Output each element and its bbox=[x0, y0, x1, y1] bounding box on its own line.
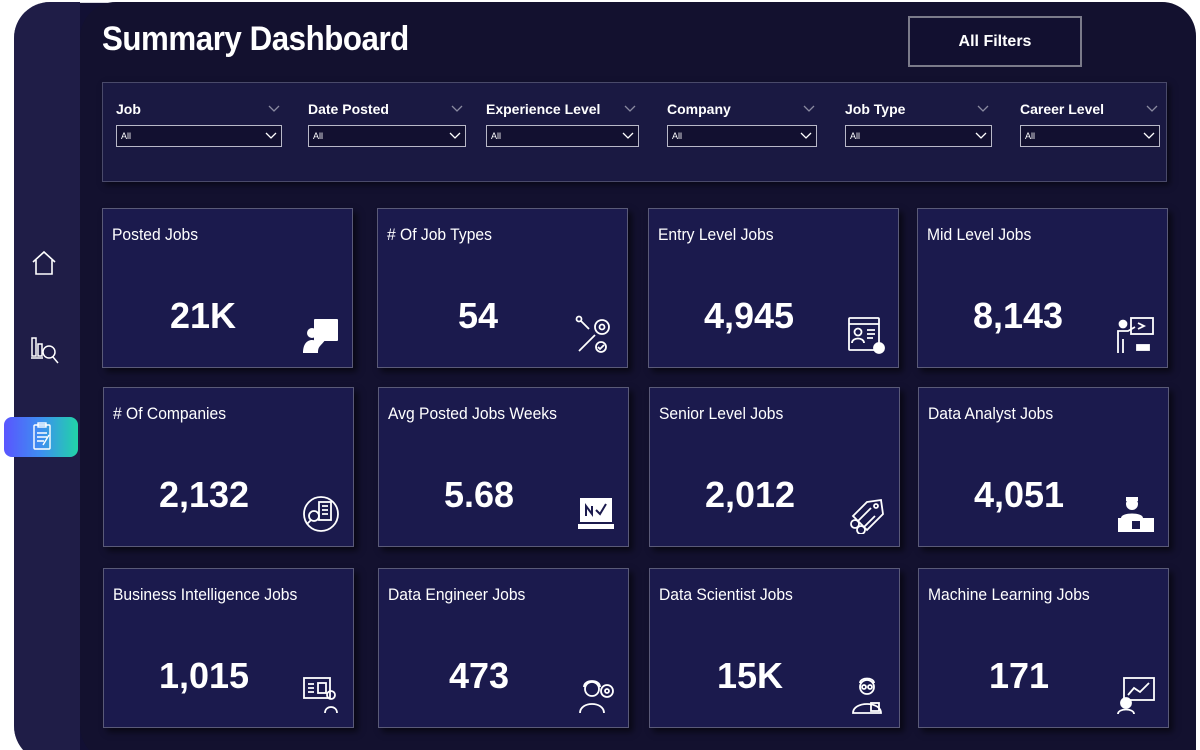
kpi-card-data-scientist: Data Scientist Jobs 15K bbox=[649, 568, 900, 728]
presentation-icon bbox=[303, 677, 338, 714]
select-value: All bbox=[850, 131, 861, 141]
job-type-select[interactable]: All bbox=[845, 125, 992, 147]
select-value: All bbox=[313, 131, 324, 141]
card-value: 171 bbox=[988, 655, 1050, 696]
chevron-down-icon bbox=[449, 132, 461, 139]
select-value: All bbox=[1025, 131, 1036, 141]
engineer-gear-icon bbox=[579, 680, 614, 714]
kpi-card-mid-level: Mid Level Jobs 8,143 bbox=[917, 208, 1168, 368]
filter-label: Career Level bbox=[1020, 101, 1105, 117]
card-value: 2,132 bbox=[158, 474, 250, 515]
card-title: Senior Level Jobs bbox=[659, 404, 784, 423]
filter-date-posted: Date Posted All bbox=[308, 83, 466, 163]
chevron-down-icon bbox=[975, 132, 987, 139]
scientist-icon bbox=[852, 677, 882, 714]
card-value: 54 bbox=[457, 295, 499, 336]
presenter-icon bbox=[303, 319, 338, 353]
card-title: Posted Jobs bbox=[112, 225, 199, 244]
card-value: 15K bbox=[716, 655, 784, 696]
gear-tools-icon bbox=[575, 315, 610, 353]
chevron-down-icon[interactable] bbox=[1146, 103, 1158, 113]
ml-chart-icon bbox=[1117, 677, 1155, 715]
chevron-down-icon[interactable] bbox=[803, 103, 815, 113]
chevron-down-icon bbox=[265, 132, 277, 139]
filter-label: Job Type bbox=[845, 101, 906, 117]
chevron-down-icon[interactable] bbox=[268, 103, 280, 113]
kpi-card-data-analyst: Data Analyst Jobs 4,051 bbox=[918, 387, 1169, 547]
kpi-card-senior-level: Senior Level Jobs 2,012 bbox=[649, 387, 900, 547]
select-value: All bbox=[121, 131, 132, 141]
chevron-down-icon bbox=[1143, 132, 1155, 139]
career-level-select[interactable]: All bbox=[1020, 125, 1160, 147]
kpi-card-avg-posted-weeks: Avg Posted Jobs Weeks 5.68 bbox=[378, 387, 629, 547]
chevron-down-icon bbox=[800, 132, 812, 139]
card-title: Mid Level Jobs bbox=[927, 225, 1032, 244]
filter-job: Job All bbox=[116, 83, 282, 163]
report-icon bbox=[33, 422, 51, 450]
card-value: 2,012 bbox=[704, 474, 796, 515]
kpi-card-job-types: # Of Job Types 54 bbox=[377, 208, 628, 368]
card-value: 21K bbox=[169, 295, 237, 336]
analytics-icon[interactable] bbox=[29, 332, 59, 364]
chevron-down-icon[interactable] bbox=[624, 103, 636, 113]
kpi-card-machine-learning: Machine Learning Jobs 171 bbox=[918, 568, 1169, 728]
kpi-card-data-engineer: Data Engineer Jobs 473 bbox=[378, 568, 629, 728]
card-title: Machine Learning Jobs bbox=[928, 585, 1090, 604]
filter-label: Company bbox=[667, 101, 731, 117]
card-title: Entry Level Jobs bbox=[658, 225, 774, 244]
laptop-chart-icon bbox=[578, 498, 614, 529]
card-value: 8,143 bbox=[972, 295, 1064, 336]
job-select[interactable]: All bbox=[116, 125, 282, 147]
filter-panel: Job All Date Posted All Experience Level… bbox=[102, 82, 1167, 182]
teacher-board-icon bbox=[1117, 317, 1154, 353]
filter-career-level: Career Level All bbox=[1020, 83, 1160, 163]
filter-experience-level: Experience Level All bbox=[486, 83, 639, 163]
card-value: 4,051 bbox=[973, 474, 1065, 515]
sidebar bbox=[14, 2, 80, 750]
kpi-card-entry-level: Entry Level Jobs 4,945 bbox=[648, 208, 899, 368]
company-select[interactable]: All bbox=[667, 125, 817, 147]
kpi-card-business-intelligence: Business Intelligence Jobs 1,015 bbox=[103, 568, 354, 728]
kpi-card-companies: # Of Companies 2,132 bbox=[103, 387, 354, 547]
kpi-card-posted-jobs: Posted Jobs 21K bbox=[102, 208, 353, 368]
resume-icon bbox=[848, 317, 885, 354]
all-filters-button[interactable]: All Filters bbox=[908, 16, 1082, 67]
date-posted-select[interactable]: All bbox=[308, 125, 466, 147]
company-search-icon bbox=[303, 496, 339, 532]
card-title: Data Analyst Jobs bbox=[928, 404, 1054, 423]
page-title: Summary Dashboard bbox=[102, 20, 409, 58]
filter-label: Experience Level bbox=[486, 101, 601, 117]
card-value: 5.68 bbox=[443, 474, 515, 515]
card-title: Data Engineer Jobs bbox=[388, 585, 526, 604]
filter-label: Date Posted bbox=[308, 101, 389, 117]
chevron-down-icon[interactable] bbox=[977, 103, 989, 113]
card-title: # Of Companies bbox=[113, 404, 227, 423]
card-title: Data Scientist Jobs bbox=[659, 585, 793, 604]
home-icon[interactable] bbox=[29, 248, 59, 278]
filter-company: Company All bbox=[667, 83, 817, 163]
analyst-desk-icon bbox=[1118, 497, 1154, 532]
card-value: 4,945 bbox=[703, 295, 795, 336]
select-value: All bbox=[672, 131, 683, 141]
tag-scissors-icon bbox=[850, 498, 884, 534]
card-value: 1,015 bbox=[158, 655, 250, 696]
card-title: Business Intelligence Jobs bbox=[113, 585, 298, 604]
chevron-down-icon bbox=[622, 132, 634, 139]
select-value: All bbox=[491, 131, 502, 141]
card-title: Avg Posted Jobs Weeks bbox=[388, 404, 557, 423]
sidebar-item-report[interactable] bbox=[4, 417, 78, 457]
filter-job-type: Job Type All bbox=[845, 83, 992, 163]
experience-level-select[interactable]: All bbox=[486, 125, 639, 147]
card-title: # Of Job Types bbox=[387, 225, 492, 244]
filter-label: Job bbox=[116, 101, 141, 117]
chevron-down-icon[interactable] bbox=[451, 103, 463, 113]
card-value: 473 bbox=[448, 655, 510, 696]
